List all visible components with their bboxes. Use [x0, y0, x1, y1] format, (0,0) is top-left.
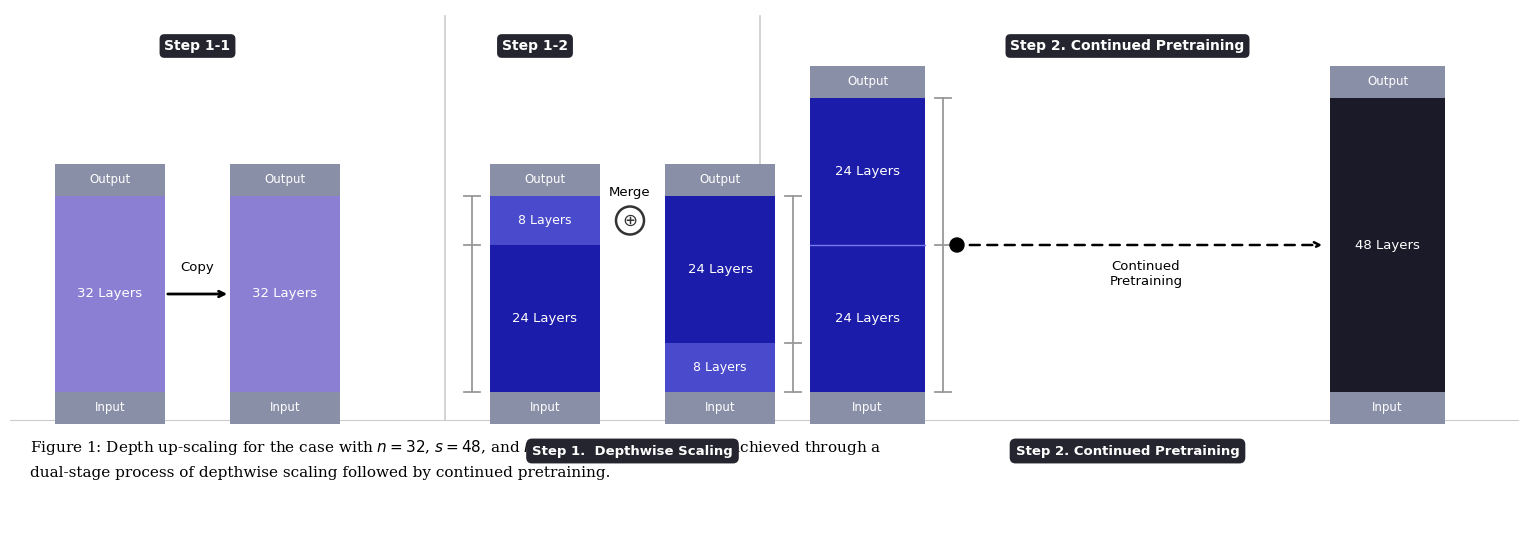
Text: Output: Output	[700, 173, 741, 186]
Text: Merge: Merge	[610, 186, 651, 199]
Text: ⊕: ⊕	[622, 211, 637, 230]
Bar	[665, 343, 775, 392]
Bar	[231, 196, 341, 392]
Text: Step 1-1: Step 1-1	[165, 39, 231, 53]
Bar	[231, 164, 341, 196]
Text: Input: Input	[95, 401, 125, 415]
Text: 48 Layers: 48 Layers	[1355, 239, 1420, 251]
Bar	[1329, 66, 1445, 98]
Bar	[1329, 392, 1445, 424]
Bar	[231, 392, 341, 424]
Text: Input: Input	[269, 401, 301, 415]
Text: 24 Layers: 24 Layers	[688, 263, 752, 276]
Text: Step 2. Continued Pretraining: Step 2. Continued Pretraining	[1010, 39, 1245, 53]
Text: Step 1-2: Step 1-2	[501, 39, 568, 53]
Text: 8 Layers: 8 Layers	[694, 361, 747, 374]
Bar	[810, 245, 924, 392]
Bar	[665, 392, 775, 424]
Text: Copy: Copy	[180, 261, 214, 274]
Text: Output: Output	[524, 173, 565, 186]
Text: 24 Layers: 24 Layers	[512, 312, 578, 325]
Text: 8 Layers: 8 Layers	[518, 214, 571, 227]
Text: Continued
Pretraining: Continued Pretraining	[1109, 260, 1183, 288]
Text: Input: Input	[853, 401, 883, 415]
Text: 24 Layers: 24 Layers	[834, 312, 900, 325]
Text: 32 Layers: 32 Layers	[252, 287, 318, 300]
Text: Output: Output	[89, 173, 130, 186]
Text: Step 2. Continued Pretraining: Step 2. Continued Pretraining	[1016, 444, 1239, 458]
Bar	[490, 245, 601, 392]
Bar	[490, 392, 601, 424]
Text: Input: Input	[530, 401, 561, 415]
Text: 32 Layers: 32 Layers	[78, 287, 142, 300]
Bar	[810, 392, 924, 424]
Circle shape	[950, 238, 964, 252]
Text: 24 Layers: 24 Layers	[834, 165, 900, 178]
Text: Step 1.  Depthwise Scaling: Step 1. Depthwise Scaling	[532, 444, 733, 458]
Circle shape	[616, 206, 643, 235]
Bar	[55, 392, 165, 424]
Bar	[810, 98, 924, 245]
Text: Output: Output	[264, 173, 306, 186]
Bar	[1329, 98, 1445, 392]
Bar	[810, 66, 924, 98]
Bar	[55, 196, 165, 392]
Bar	[490, 196, 601, 245]
Text: Input: Input	[1372, 401, 1403, 415]
Bar	[55, 164, 165, 196]
Bar	[665, 196, 775, 343]
Bar	[490, 164, 601, 196]
Text: Output: Output	[1368, 76, 1409, 88]
Text: Output: Output	[847, 76, 888, 88]
Bar	[665, 164, 775, 196]
Text: Input: Input	[704, 401, 735, 415]
Text: Figure 1: Depth up-scaling for the case with $n = 32$, $s = 48$, and $m = 8$. De: Figure 1: Depth up-scaling for the case …	[31, 438, 882, 457]
Text: dual-stage process of depthwise scaling followed by continued pretraining.: dual-stage process of depthwise scaling …	[31, 466, 610, 480]
